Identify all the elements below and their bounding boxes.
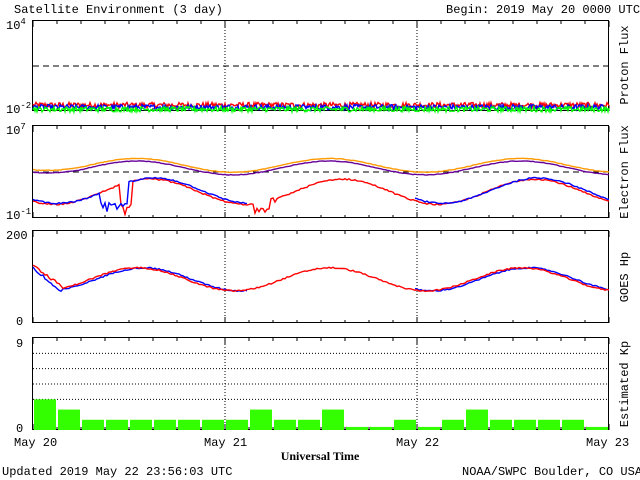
goes-ytick-top: 200 [6, 229, 28, 243]
updated-timestamp: Updated 2019 May 22 23:56:03 UTC [2, 465, 232, 479]
proton-ytick-bottom: 10-2 [6, 101, 31, 117]
proton-series-blue [32, 101, 610, 113]
kp-bar [442, 419, 464, 430]
kp-bar [418, 426, 440, 430]
chart-title: Satellite Environment (3 day) [14, 3, 223, 17]
goes-series-blue [414, 266, 610, 292]
kp-ytick-top: 9 [16, 337, 23, 351]
kp-bar [394, 419, 416, 430]
electron-series-blue [414, 176, 610, 205]
electron-series-orange [32, 157, 610, 174]
kp-bar [298, 419, 320, 430]
kp-bar [490, 419, 512, 430]
xtick-may21: May 21 [204, 436, 247, 450]
kp-bar [346, 426, 368, 430]
begin-value: 2019 May 20 0000 UTC [496, 3, 640, 17]
kp-bar [514, 419, 536, 430]
goes-hp-frame [32, 230, 609, 323]
kp-bar [370, 426, 392, 430]
electron-ytick-top: 107 [6, 122, 26, 138]
kp-bar [322, 409, 344, 430]
kp-bar [34, 399, 56, 430]
kp-ylabel: Estimated Kp [618, 341, 632, 427]
goes-hp-panel: 200 0 GOES Hp [6, 229, 632, 329]
xtick-may20: May 20 [14, 436, 57, 450]
proton-series-green [32, 103, 610, 115]
kp-bar [82, 419, 104, 430]
electron-ylabel: Electron Flux [618, 125, 632, 219]
electron-series-red [32, 177, 610, 217]
kp-bar [178, 419, 200, 430]
xtick-may22: May 22 [396, 436, 439, 450]
kp-bar [538, 419, 560, 430]
kp-panel: 9 0 Estimated Kp [16, 337, 632, 436]
proton-flux-panel: 104 10-2 Proton Flux [6, 17, 632, 117]
kp-bar [154, 419, 176, 430]
kp-bar [202, 419, 224, 430]
electron-series-blue [32, 176, 248, 212]
goes-series-red [32, 264, 610, 293]
proton-ytick-top: 104 [6, 17, 26, 33]
kp-bar [130, 419, 152, 430]
kp-bar [562, 419, 584, 430]
kp-bar [274, 419, 296, 430]
kp-bar [586, 426, 608, 430]
proton-ylabel: Proton Flux [618, 25, 632, 104]
x-axis-label: Universal Time [281, 449, 360, 463]
kp-bar [106, 419, 128, 430]
electron-ytick-bottom: 10-1 [6, 207, 31, 223]
kp-bar [466, 409, 488, 430]
electron-series-purple [32, 160, 610, 176]
chart-marks [32, 21, 610, 430]
credit-text: NOAA/SWPC Boulder, CO USA [462, 465, 640, 479]
xtick-may23: May 23 [586, 436, 629, 450]
begin-label: Begin: [446, 3, 489, 17]
kp-ytick-bottom: 0 [16, 422, 23, 436]
goes-ylabel: GOES Hp [618, 252, 632, 302]
kp-bar [226, 419, 248, 430]
kp-bar [58, 409, 80, 430]
goes-ytick-bottom: 0 [16, 315, 23, 329]
kp-bar [250, 409, 272, 430]
